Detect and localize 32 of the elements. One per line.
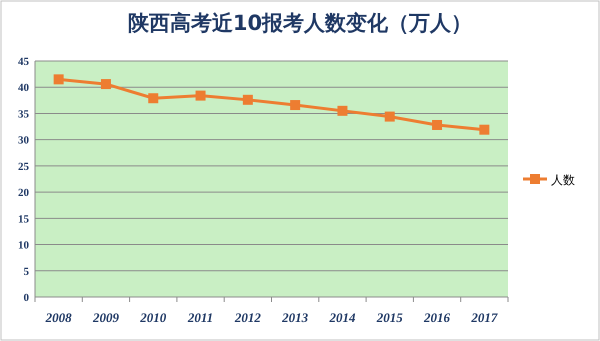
x-tick-label: 2009 <box>92 310 120 325</box>
x-tick-label: 2015 <box>376 310 404 325</box>
x-tick-label: 2014 <box>328 310 356 325</box>
point <box>290 100 300 110</box>
x-tick-label: 2016 <box>423 310 451 325</box>
y-tick-label: 15 <box>18 213 30 226</box>
point <box>337 106 348 116</box>
point <box>54 74 64 84</box>
point <box>100 79 111 90</box>
y-tick-label: 5 <box>24 266 30 278</box>
x-tick-label: 2010 <box>139 310 167 325</box>
x-tick-label: 2017 <box>470 310 498 325</box>
point <box>384 112 395 122</box>
x-tick-label: 2013 <box>281 310 309 325</box>
x-tick-label: 2012 <box>234 310 262 325</box>
y-tick-label: 45 <box>18 56 30 68</box>
point <box>242 94 253 105</box>
y-tick-label: 40 <box>18 82 30 94</box>
y-tick-label: 30 <box>18 134 30 147</box>
chart-title: 陕西高考近10报考人数变化（万人） <box>128 11 472 35</box>
point <box>196 90 206 101</box>
legend-label: 人数 <box>551 173 575 187</box>
y-tick-label: 10 <box>18 240 30 252</box>
x-tick-label: 2008 <box>44 310 72 325</box>
y-tick-label: 0 <box>24 292 30 304</box>
x-tick-label: 2011 <box>186 310 214 325</box>
y-tick-label: 20 <box>18 187 30 200</box>
point <box>479 124 490 135</box>
y-tick-label: 35 <box>18 108 30 120</box>
y-tick-label: 25 <box>18 160 30 173</box>
point <box>148 93 158 104</box>
point <box>432 120 442 130</box>
